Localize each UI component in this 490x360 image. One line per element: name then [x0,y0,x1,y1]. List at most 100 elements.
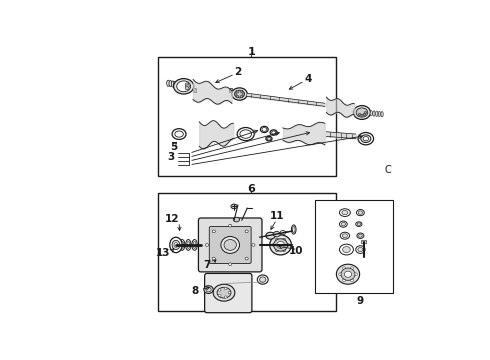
Ellipse shape [237,127,254,141]
Ellipse shape [340,209,350,216]
Text: 13: 13 [156,248,171,258]
Ellipse shape [172,129,186,139]
Ellipse shape [286,244,289,246]
Ellipse shape [353,105,370,120]
Ellipse shape [271,131,275,134]
Ellipse shape [257,275,268,284]
Ellipse shape [177,81,191,92]
Ellipse shape [359,234,362,237]
Ellipse shape [186,239,191,250]
Bar [229,88,232,93]
Ellipse shape [217,287,231,298]
Ellipse shape [224,287,227,289]
Ellipse shape [361,114,363,116]
Ellipse shape [356,246,365,253]
Ellipse shape [218,294,221,297]
Ellipse shape [245,230,248,233]
Ellipse shape [185,87,189,90]
Ellipse shape [342,211,348,215]
Bar [193,88,196,93]
Ellipse shape [224,239,236,250]
Text: 2: 2 [234,67,242,77]
Text: 1: 1 [247,48,255,58]
Ellipse shape [236,95,239,98]
Bar [361,239,366,243]
Ellipse shape [340,244,353,255]
Ellipse shape [181,242,184,248]
Ellipse shape [275,249,279,252]
Ellipse shape [283,238,286,241]
Ellipse shape [343,267,345,270]
Ellipse shape [193,242,196,248]
Ellipse shape [273,231,280,237]
Ellipse shape [212,257,215,260]
Ellipse shape [229,224,232,227]
Text: 4: 4 [304,75,311,84]
Ellipse shape [240,90,243,93]
Ellipse shape [341,268,355,280]
Bar [316,200,393,293]
Ellipse shape [277,242,285,248]
Ellipse shape [240,95,243,98]
Ellipse shape [350,267,353,270]
Ellipse shape [169,81,172,87]
Ellipse shape [228,292,231,294]
Ellipse shape [170,237,182,253]
Ellipse shape [240,130,251,138]
Ellipse shape [272,244,275,246]
Ellipse shape [358,113,361,115]
Text: 5: 5 [170,142,177,152]
Text: 9: 9 [356,296,363,306]
FancyBboxPatch shape [209,226,251,264]
Ellipse shape [381,112,383,117]
Ellipse shape [167,80,170,86]
Ellipse shape [340,232,349,239]
Ellipse shape [343,247,350,252]
Ellipse shape [260,277,266,282]
Ellipse shape [357,210,364,216]
Ellipse shape [375,111,378,116]
Ellipse shape [173,81,177,87]
Text: 10: 10 [289,246,303,256]
Ellipse shape [350,279,353,282]
Ellipse shape [340,221,347,227]
Ellipse shape [354,273,357,275]
Ellipse shape [343,234,347,238]
Ellipse shape [234,93,237,95]
Ellipse shape [373,111,375,116]
Ellipse shape [229,263,232,266]
Ellipse shape [267,137,270,140]
Text: 3: 3 [168,152,175,162]
Bar [158,57,336,176]
FancyBboxPatch shape [205,274,252,313]
FancyBboxPatch shape [198,218,262,272]
Ellipse shape [245,257,248,260]
Ellipse shape [179,239,185,250]
Ellipse shape [270,235,292,255]
Ellipse shape [275,238,279,241]
Ellipse shape [262,127,267,131]
Ellipse shape [293,226,295,233]
Ellipse shape [358,132,373,145]
Ellipse shape [176,82,179,88]
Ellipse shape [341,222,345,226]
Ellipse shape [172,240,180,249]
Ellipse shape [364,112,367,113]
Ellipse shape [175,131,183,137]
Ellipse shape [283,249,286,252]
Text: 12: 12 [165,214,179,224]
Ellipse shape [270,130,277,135]
Ellipse shape [185,83,189,86]
Ellipse shape [205,244,209,246]
Ellipse shape [266,136,272,141]
Ellipse shape [187,242,190,248]
Text: C: C [385,165,392,175]
Ellipse shape [273,239,288,251]
Ellipse shape [221,237,240,253]
Ellipse shape [232,88,247,100]
Ellipse shape [266,232,275,239]
Ellipse shape [192,239,197,250]
Ellipse shape [212,230,215,233]
Ellipse shape [356,222,362,226]
Ellipse shape [356,108,368,117]
